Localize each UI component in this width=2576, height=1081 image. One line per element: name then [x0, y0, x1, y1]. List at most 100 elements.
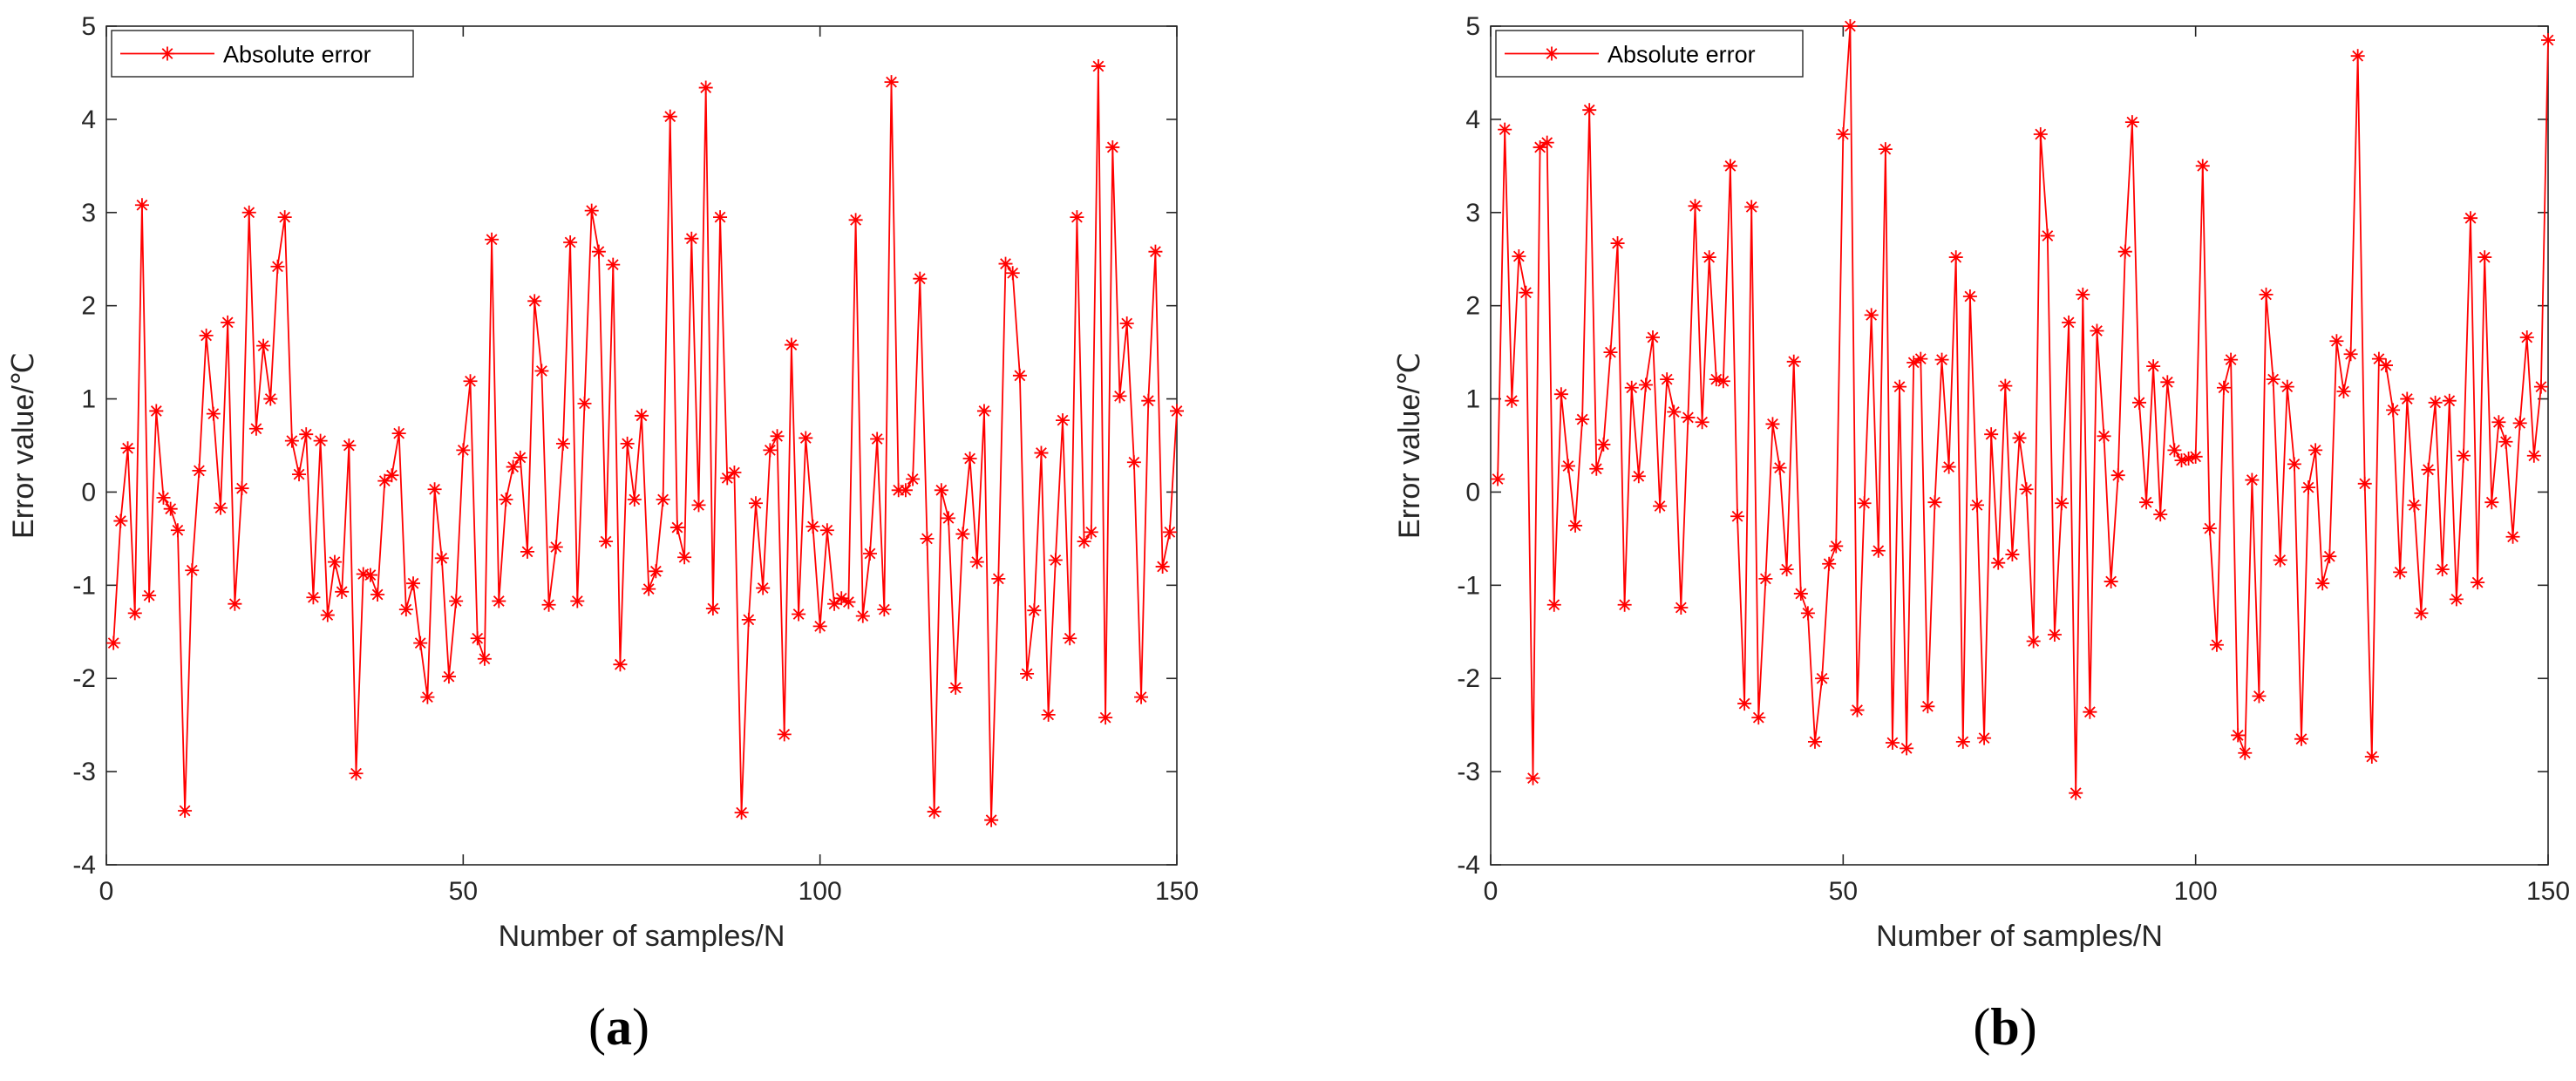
data-point [1751, 710, 1766, 725]
data-point [877, 602, 892, 617]
data-point [591, 244, 606, 259]
data-point [1758, 571, 1773, 586]
data-point [799, 431, 813, 445]
data-point [1005, 266, 1020, 281]
y-tick-label: 1 [1465, 385, 1480, 414]
data-point [456, 443, 471, 458]
data-point [884, 75, 899, 90]
data-point [1730, 509, 1745, 524]
data-point [199, 328, 214, 343]
data-point [1546, 597, 1561, 612]
data-point [1674, 600, 1689, 615]
y-axis-label: Error value/℃ [1393, 352, 1426, 539]
data-point [1560, 459, 1575, 473]
data-point [656, 492, 670, 507]
data-point [1568, 518, 1583, 533]
data-point [1498, 122, 1512, 137]
data-point [548, 540, 563, 554]
data-point [391, 426, 406, 441]
data-point [420, 690, 435, 704]
data-point [812, 619, 827, 634]
data-point [1829, 539, 1844, 554]
data-point [2174, 453, 2189, 468]
data-point [142, 588, 157, 603]
data-point [684, 231, 699, 246]
data-point [463, 374, 478, 389]
data-point [270, 259, 285, 274]
data-point [2047, 627, 2062, 642]
data-point [2386, 403, 2401, 418]
data-point [120, 441, 135, 456]
data-point [1695, 415, 1709, 430]
data-point [1927, 495, 1942, 510]
y-tick-label: 2 [81, 292, 96, 321]
data-point [1653, 499, 1668, 513]
data-point [691, 498, 706, 513]
data-point [599, 534, 614, 549]
data-point [906, 472, 921, 486]
x-tick-label: 50 [449, 877, 478, 906]
data-point [841, 595, 856, 609]
data-point [1857, 496, 1872, 511]
data-point [927, 805, 941, 819]
data-point [2139, 495, 2154, 510]
data-point [855, 608, 870, 623]
data-point [2393, 565, 2408, 580]
legend-marker [160, 46, 174, 61]
data-point [705, 602, 720, 616]
data-point [2280, 379, 2294, 394]
data-point [1871, 543, 1886, 558]
data-point [2400, 391, 2415, 406]
data-point [2224, 352, 2239, 367]
data-point [1512, 249, 1526, 264]
data-point [1667, 405, 1682, 419]
data-point [256, 338, 271, 353]
data-point [2464, 211, 2478, 226]
data-point [669, 520, 684, 535]
data-point [320, 608, 335, 622]
x-tick-label: 100 [2174, 877, 2218, 906]
data-point [263, 391, 278, 406]
data-point [2026, 634, 2041, 649]
data-point [713, 210, 728, 225]
data-point [2435, 562, 2450, 577]
data-point [834, 591, 849, 606]
data-point [2315, 576, 2330, 591]
data-point [406, 576, 421, 591]
data-point [1589, 461, 1604, 476]
data-point [1934, 352, 1949, 367]
data-point [976, 404, 991, 418]
data-point [1955, 734, 1970, 749]
data-point [1519, 285, 1533, 300]
data-point [555, 436, 570, 451]
data-points [1491, 19, 2555, 800]
data-point [477, 651, 492, 666]
data-point [398, 602, 413, 617]
data-point [1709, 372, 1723, 387]
data-point [2266, 372, 2280, 387]
data-point [149, 404, 164, 418]
data-point [1793, 586, 1808, 601]
data-point [1553, 387, 1568, 402]
data-point [1105, 139, 1120, 154]
data-point [292, 467, 307, 482]
data-point [534, 364, 549, 378]
data-point [2153, 507, 2168, 522]
data-point [570, 594, 585, 608]
data-point [1575, 412, 1590, 427]
data-point [1920, 699, 1935, 714]
data-point [306, 590, 321, 605]
data-point [1907, 355, 1921, 370]
data-point [2033, 126, 2048, 141]
data-point [642, 581, 656, 596]
data-point [2407, 498, 2422, 513]
data-point [313, 433, 328, 448]
data-point [1539, 135, 1554, 150]
y-tick-label: -2 [1457, 664, 1480, 693]
data-point [584, 203, 599, 218]
x-tick-label: 0 [1484, 877, 1499, 906]
legend-label: Absolute error [1607, 42, 1756, 68]
data-point [969, 554, 984, 569]
data-point [635, 408, 649, 423]
data-point [384, 468, 399, 483]
